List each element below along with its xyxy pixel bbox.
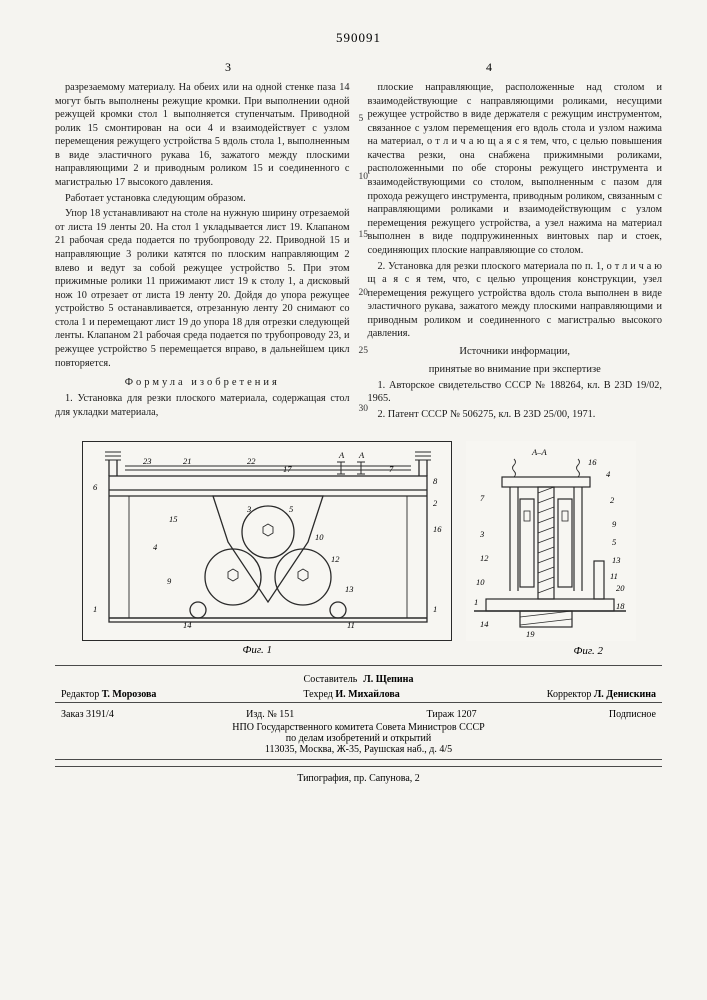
body-text: 1. Установка для резки плоского материал… [55, 392, 350, 419]
figure-1-label: Фиг. 1 [243, 644, 273, 656]
svg-text:13: 13 [612, 555, 621, 565]
line-number: 10 [359, 171, 369, 184]
svg-text:2: 2 [433, 498, 438, 508]
body-text: 2. Патент СССР № 506275, кл. B 23D 25/00… [368, 408, 663, 422]
svg-text:15: 15 [169, 514, 178, 524]
svg-text:9: 9 [612, 519, 617, 529]
figure-1-svg: 23 21 22 17 А А 7 8 2 16 1 6 1 15 4 9 14… [83, 442, 453, 642]
svg-text:10: 10 [315, 532, 324, 542]
line-number: 25 [359, 345, 369, 358]
order-number: Заказ 3191/4 [61, 709, 114, 720]
svg-text:17: 17 [283, 464, 292, 474]
text-columns: 5 10 15 20 25 30 разрезаемому материалу.… [55, 81, 662, 423]
figure-1: 23 21 22 17 А А 7 8 2 16 1 6 1 15 4 9 14… [82, 441, 452, 641]
body-text: 2. Установка для резки плоского материал… [368, 260, 663, 341]
svg-text:10: 10 [476, 577, 485, 587]
typography-footer: Типография, пр. Сапунова, 2 [55, 773, 662, 784]
editor-label: Редактор [61, 689, 99, 700]
svg-text:7: 7 [480, 493, 485, 503]
svg-text:А: А [338, 450, 345, 460]
svg-text:12: 12 [480, 553, 489, 563]
line-number: 5 [359, 113, 364, 126]
svg-text:16: 16 [433, 524, 442, 534]
line-number: 20 [359, 287, 369, 300]
body-text: плоские направляющие, расположенные над … [368, 81, 663, 258]
svg-text:20: 20 [616, 583, 625, 593]
corrector-label: Корректор [547, 689, 592, 700]
print-run: Тираж 1207 [427, 709, 477, 720]
svg-text:4: 4 [153, 542, 158, 552]
patent-page: 590091 3 4 5 10 15 20 25 30 разрезаемому… [0, 0, 707, 1000]
formula-header: Формула изобретения [55, 376, 350, 390]
svg-text:11: 11 [610, 571, 618, 581]
page-markers: 3 4 [55, 60, 662, 75]
svg-text:3: 3 [479, 529, 484, 539]
figure-2: А–А 16 4 2 9 5 13 11 20 18 7 3 12 10 1 1… [466, 441, 636, 641]
body-text: Упор 18 устанавливают на столе на нужную… [55, 207, 350, 370]
svg-text:21: 21 [183, 456, 192, 466]
svg-text:19: 19 [526, 629, 535, 639]
line-number: 15 [359, 229, 369, 242]
publisher-address: 113035, Москва, Ж-35, Раушская наб., д. … [55, 744, 662, 755]
svg-text:1: 1 [433, 604, 437, 614]
body-text: разрезаемому материалу. На обеих или на … [55, 81, 350, 190]
corrector-name: Л. Денискина [594, 689, 656, 700]
svg-text:5: 5 [612, 537, 616, 547]
svg-text:4: 4 [606, 469, 611, 479]
line-number: 30 [359, 403, 369, 416]
page-num-right: 4 [486, 60, 492, 75]
publisher-dept: по делам изобретений и открытий [55, 733, 662, 744]
publisher-org: НПО Государственного комитета Совета Мин… [55, 722, 662, 733]
figures-row: 23 21 22 17 А А 7 8 2 16 1 6 1 15 4 9 14… [55, 441, 662, 641]
svg-text:16: 16 [588, 457, 597, 467]
svg-text:12: 12 [331, 554, 340, 564]
svg-text:22: 22 [247, 456, 256, 466]
svg-text:11: 11 [347, 620, 355, 630]
edition-number: Изд. № 151 [246, 709, 294, 720]
editor-name: Т. Морозова [102, 689, 157, 700]
svg-text:5: 5 [289, 504, 293, 514]
body-text: 1. Авторское свидетельство СССР № 188264… [368, 379, 663, 406]
svg-text:1: 1 [474, 597, 478, 607]
sources-header: Источники информации, [368, 345, 663, 359]
svg-text:2: 2 [610, 495, 615, 505]
page-num-left: 3 [225, 60, 231, 75]
subscription: Подписное [609, 709, 656, 720]
column-right: плоские направляющие, расположенные над … [368, 81, 663, 423]
document-number: 590091 [55, 30, 662, 46]
svg-text:18: 18 [616, 601, 625, 611]
svg-text:1: 1 [93, 604, 97, 614]
sources-sub: принятые во внимание при экспертизе [368, 363, 663, 377]
svg-text:А: А [358, 450, 365, 460]
svg-text:6: 6 [93, 482, 98, 492]
svg-text:8: 8 [433, 476, 438, 486]
svg-text:9: 9 [167, 576, 172, 586]
svg-text:23: 23 [143, 456, 152, 466]
svg-text:7: 7 [389, 464, 394, 474]
figure-2-svg: А–А 16 4 2 9 5 13 11 20 18 7 3 12 10 1 1… [466, 441, 636, 641]
techred-name: И. Михайлова [335, 689, 399, 700]
colophon: Составитель Л. Щепина Редактор Т. Морозо… [55, 665, 662, 767]
svg-text:14: 14 [183, 620, 192, 630]
column-left: разрезаемому материалу. На обеих или на … [55, 81, 350, 423]
composer-label: Составитель [304, 674, 358, 685]
techred-label: Техред [303, 689, 332, 700]
figure-2-label: Фиг. 2 [574, 645, 604, 657]
svg-text:3: 3 [246, 504, 251, 514]
body-text: Работает установка следующим образом. [55, 192, 350, 206]
svg-text:14: 14 [480, 619, 489, 629]
svg-text:13: 13 [345, 584, 354, 594]
section-label: А–А [531, 447, 547, 457]
composer-name: Л. Щепина [363, 674, 413, 685]
